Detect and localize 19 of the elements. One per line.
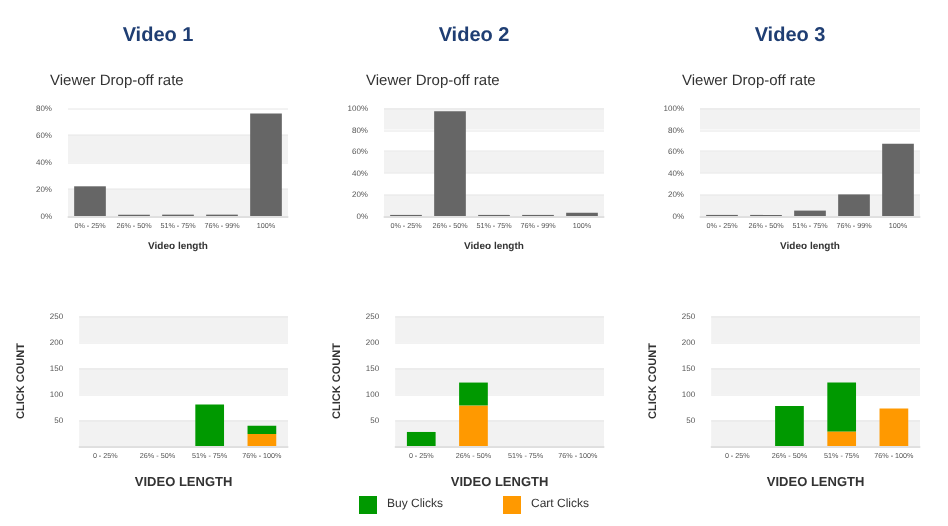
chart-title: Video 1 bbox=[122, 25, 195, 47]
bar bbox=[250, 113, 282, 216]
bar bbox=[434, 111, 466, 216]
bar bbox=[775, 405, 804, 446]
bar bbox=[247, 434, 277, 446]
bar bbox=[838, 194, 870, 216]
bar bbox=[195, 404, 225, 446]
bar bbox=[827, 382, 857, 432]
chart-title: Video 3 bbox=[754, 25, 827, 47]
bar bbox=[74, 186, 106, 216]
bar bbox=[247, 425, 277, 435]
bar bbox=[406, 431, 436, 446]
chart-title: Video 2 bbox=[438, 25, 511, 47]
bar bbox=[794, 210, 826, 216]
bar bbox=[882, 143, 914, 216]
bar bbox=[827, 431, 857, 446]
bar bbox=[879, 408, 909, 446]
bar bbox=[459, 382, 488, 406]
bar bbox=[459, 405, 488, 446]
